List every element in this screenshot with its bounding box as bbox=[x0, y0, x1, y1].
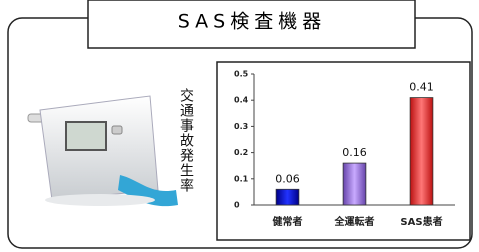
canvas: SAS検査機器 0 0.1 0.2 0.3 0.4 0.5 健常者 0.06 全運転者 0.16 S… bbox=[0, 0, 479, 252]
value-label: 0.41 bbox=[409, 81, 434, 94]
bar bbox=[410, 98, 433, 205]
y-tick-label: 0.4 bbox=[234, 96, 249, 105]
bar bbox=[343, 163, 366, 205]
device-image bbox=[28, 96, 178, 206]
x-tick-label: 健常者 bbox=[273, 215, 303, 228]
y-tick-label: 0.3 bbox=[234, 122, 248, 131]
value-label: 0.06 bbox=[275, 172, 300, 185]
x-tick-label: SAS患者 bbox=[400, 215, 442, 228]
vertical-label: 交通事故発生率 bbox=[176, 88, 196, 193]
slide: SAS検査機器 0 0.1 0.2 0.3 0.4 0.5 健常者 0.06 全運転者 0.16 S… bbox=[0, 0, 479, 252]
x-tick-label: 全運転者 bbox=[334, 215, 375, 228]
bar bbox=[276, 189, 299, 205]
title: SAS検査機器 bbox=[178, 11, 326, 33]
y-tick-label: 0.5 bbox=[234, 70, 249, 79]
y-tick-label: 0.2 bbox=[234, 148, 248, 157]
value-label: 0.16 bbox=[342, 146, 367, 159]
y-tick-label: 0 bbox=[234, 201, 240, 210]
y-tick-label: 0.1 bbox=[234, 174, 249, 183]
